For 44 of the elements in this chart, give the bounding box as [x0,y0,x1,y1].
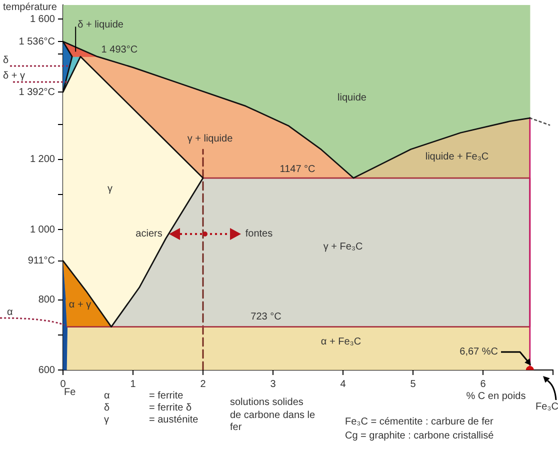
y-tick-label: 1 536°C [18,36,55,48]
y-tick-label: 800 [38,294,56,306]
text: = ferrite δ [149,402,192,414]
annotation: aciers [136,228,162,240]
annotation: α + γ [68,300,92,310]
x-axis-title: % C en poids [466,390,526,402]
text: Cg = graphite : carbone cristallisé [345,430,494,442]
text: = ferrite [149,390,184,402]
y-tick-label: 1 392°C [18,86,55,98]
x-tick-label: 1 [130,378,136,390]
x-tick-label: 2 [200,378,206,390]
annotation: 723 °C [250,312,282,323]
annotation: fontes [245,228,273,240]
annotation: γ + Fe₃C [323,242,363,252]
annotation: 1 493°C [101,44,138,56]
text: γ [104,414,109,426]
annotation: 1147 °C [280,164,316,175]
x-tick-label: 3 [270,378,276,390]
text: Fe₃C [536,402,558,412]
text: Fe₃C = cémentite : carbure de fer [345,416,494,428]
text: δ [104,402,110,414]
x-tick-label: 5 [410,378,416,390]
y-tick-label: 911°C [28,256,55,267]
annotation: liquide [338,92,366,104]
x-tick-label: 4 [340,378,346,390]
annotation: α + Fe₃C [320,336,362,348]
text: solutions solides de carbone dans le fer [230,397,316,434]
annotation: δ + γ [3,70,25,82]
annotation: Fe [64,386,76,398]
x-tick-label: 6 [480,378,486,390]
text: α [104,390,110,402]
text: = austénite [149,414,198,426]
annotation: δ + liquide [78,19,124,30]
annotation: 6,67 %C [460,346,498,358]
y-tick-label: 1 200 [30,154,56,166]
annotation: γ + liquide [187,134,233,144]
annotation: liquide + Fe₃C [425,152,489,162]
annotation: α [7,307,13,318]
y-tick-label: 1 000 [30,224,56,236]
y-tick-label: 1 600 [30,14,56,25]
annotation: δ [3,54,9,66]
annotation: γ [108,184,112,194]
y-axis-title: température [3,2,58,13]
y-tick-label: 600 [38,364,56,376]
